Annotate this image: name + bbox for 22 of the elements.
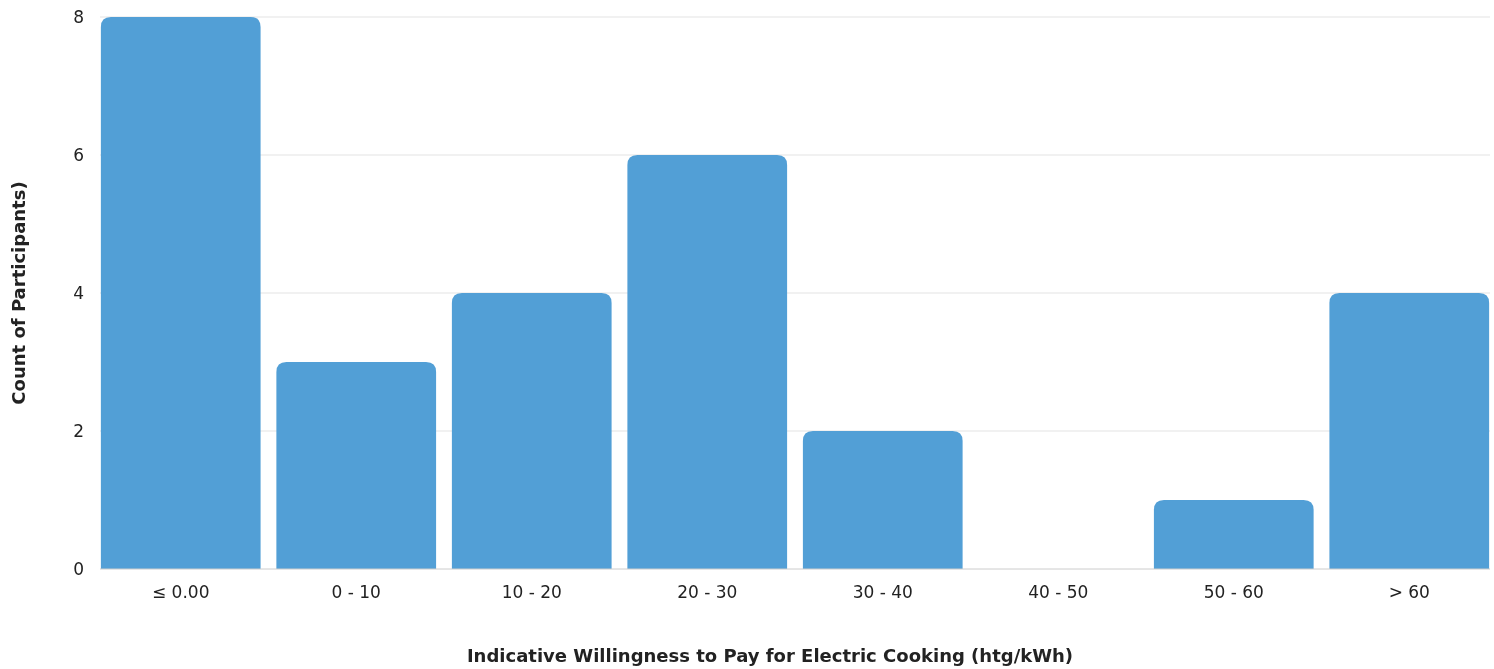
- x-tick-label: ≤ 0.00: [151, 582, 210, 602]
- bar: [627, 155, 788, 569]
- bar: [1153, 500, 1314, 569]
- y-tick-label: 8: [73, 6, 84, 27]
- x-tick-label: > 60: [1388, 582, 1430, 602]
- bar: [802, 431, 963, 569]
- y-tick-label: 0: [73, 558, 84, 579]
- x-tick-label: 20 - 30: [677, 582, 738, 602]
- x-tick-label: 10 - 20: [501, 582, 562, 602]
- x-axis-title: Indicative Willingness to Pay for Electric Cooking (htg/kWh): [466, 645, 1074, 666]
- y-tick-label: 6: [73, 144, 84, 165]
- bar: [451, 293, 612, 569]
- bar: [1329, 293, 1490, 569]
- x-tick-label: 30 - 40: [852, 582, 913, 602]
- x-tick-label: 0 - 10: [331, 582, 381, 602]
- y-tick-label: 4: [73, 282, 84, 303]
- x-tick-label: 50 - 60: [1203, 582, 1264, 602]
- bar: [100, 17, 261, 569]
- y-tick-label: 2: [73, 420, 84, 441]
- x-tick-label: 40 - 50: [1028, 582, 1089, 602]
- y-axis-title: Count of Participants): [8, 181, 29, 405]
- bar: [276, 362, 437, 569]
